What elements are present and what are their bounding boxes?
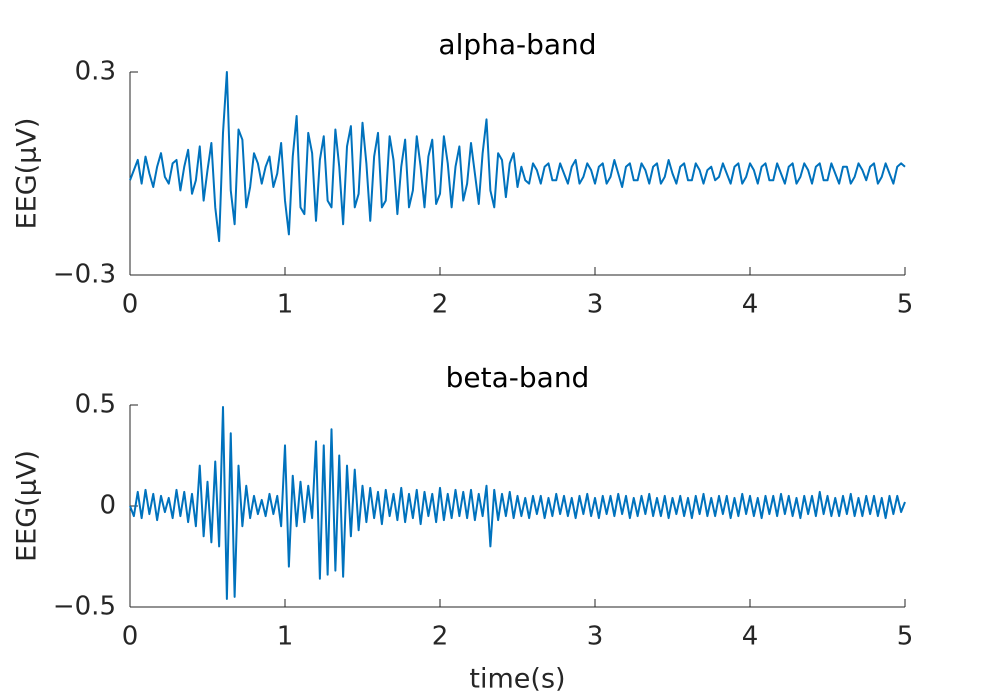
y-tick-label: 0 [99, 491, 116, 521]
y-tick-label: 0.5 [75, 390, 116, 420]
x-tick-label: 2 [432, 622, 449, 652]
x-tick-label: 0 [122, 622, 139, 652]
y-tick-label: 0.3 [75, 57, 116, 87]
x-tick-label: 3 [587, 290, 604, 320]
x-tick-label: 4 [742, 290, 759, 320]
chart-title: beta-band [446, 361, 590, 394]
y-tick-label: −0.3 [53, 260, 116, 290]
signal-line [129, 71, 906, 243]
x-tick-label: 0 [122, 290, 139, 320]
x-axis-label: time(s) [469, 664, 565, 695]
x-tick-label: 1 [277, 622, 294, 652]
signal-line [129, 406, 906, 600]
y-tick-label: −0.5 [53, 592, 116, 622]
x-tick-label: 2 [432, 290, 449, 320]
x-tick-label: 4 [742, 622, 759, 652]
x-tick-label: 5 [897, 290, 914, 320]
x-tick-label: 3 [587, 622, 604, 652]
x-tick-label: 1 [277, 290, 294, 320]
chart-title: alpha-band [438, 28, 596, 61]
y-axis-label: EEG(μV) [12, 118, 43, 230]
x-tick-label: 5 [897, 622, 914, 652]
y-axis-label: EEG(μV) [12, 450, 43, 562]
